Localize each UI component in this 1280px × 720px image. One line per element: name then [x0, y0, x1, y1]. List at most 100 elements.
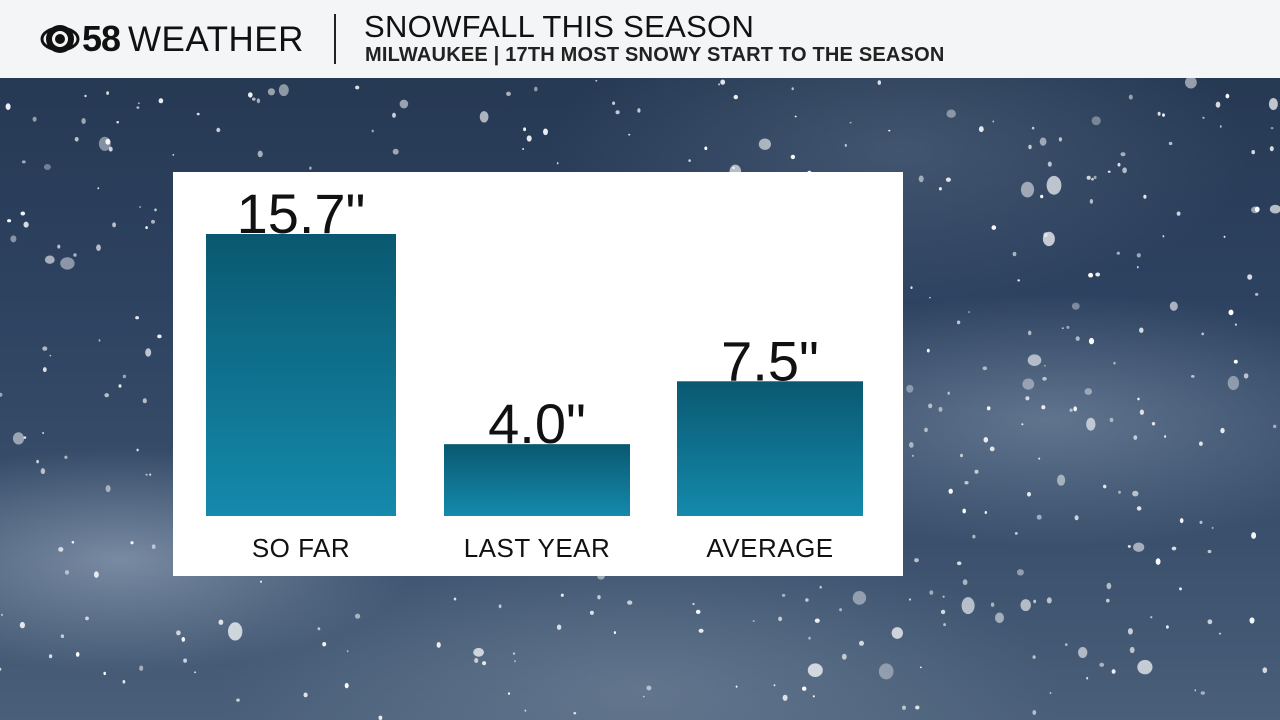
snowflake — [968, 311, 970, 313]
snowflake — [1219, 125, 1222, 128]
snowflake — [1044, 365, 1046, 367]
snowflake — [1089, 199, 1094, 204]
snowflake — [1150, 616, 1153, 619]
snowflake — [910, 286, 913, 289]
snowflake — [1207, 549, 1212, 554]
snowflake — [1176, 211, 1181, 216]
snowflake — [718, 83, 721, 86]
snowflake — [49, 354, 52, 357]
snowflake — [805, 598, 809, 602]
snowflake — [778, 616, 783, 622]
snowflake — [1215, 101, 1221, 108]
snowflake — [1211, 526, 1214, 530]
snowflake — [303, 692, 308, 698]
snowflake — [808, 636, 811, 640]
snowflake — [1233, 359, 1238, 364]
snowflake — [1270, 127, 1274, 130]
snowflake — [1137, 659, 1153, 675]
value-label-so-far: 15.7" — [237, 182, 366, 245]
snowflake — [1046, 175, 1062, 195]
snowflake — [1093, 175, 1097, 180]
snowflake — [130, 541, 134, 545]
snowflake — [1066, 325, 1070, 329]
snowflake — [790, 154, 796, 160]
snowflake — [1039, 137, 1047, 146]
snowflake — [44, 255, 55, 264]
snowflake — [947, 391, 950, 395]
snowflake — [60, 257, 75, 270]
snowflake — [23, 221, 29, 228]
snowflake — [849, 121, 852, 124]
snowflake — [1027, 492, 1031, 497]
snowflake — [1086, 175, 1091, 180]
snowflake — [1234, 323, 1237, 326]
snowflake — [946, 109, 956, 118]
snowflake — [628, 133, 631, 136]
snowflake — [1061, 327, 1064, 330]
snowflake — [924, 427, 928, 433]
snowflake — [1084, 388, 1093, 395]
snowflake — [1268, 98, 1278, 110]
snowflake — [1036, 514, 1042, 520]
snowflake — [42, 346, 48, 351]
snowflake — [1116, 251, 1120, 255]
snowflake — [698, 628, 704, 633]
snowflake — [436, 642, 441, 648]
snowflake — [473, 647, 484, 657]
snowflake — [1199, 520, 1203, 525]
snowflake — [19, 621, 25, 629]
snowflake — [1057, 474, 1066, 486]
snowflake — [1199, 441, 1203, 446]
snowflake — [1042, 376, 1047, 381]
snowflake — [248, 92, 253, 98]
snowflake — [309, 166, 312, 170]
snowflake — [938, 406, 943, 412]
snowflake — [758, 138, 772, 150]
snowflake — [1047, 161, 1052, 167]
snowflake — [989, 446, 995, 452]
snowflake — [1041, 405, 1046, 410]
chart-panel: 15.7" SO FAR 4.0" LAST YEAR 7.5" AVERAGE — [173, 172, 903, 576]
snowflake — [642, 695, 645, 698]
snowflake — [735, 685, 738, 688]
snowflake — [392, 148, 399, 155]
snowflake — [948, 488, 953, 494]
snowflake — [218, 619, 224, 625]
snowflake — [945, 177, 951, 182]
snowflake — [20, 211, 26, 216]
snowflake — [157, 334, 162, 339]
snowflake — [940, 609, 946, 615]
snowflake — [94, 571, 99, 578]
snowflake — [322, 642, 327, 647]
snowflake — [938, 187, 942, 191]
snowflake — [1220, 427, 1225, 434]
snowflake — [844, 143, 847, 147]
snowflake — [1218, 632, 1222, 635]
snowflake — [512, 652, 516, 655]
snowflake — [1046, 597, 1052, 604]
snowflake — [1185, 76, 1197, 89]
snowflake — [695, 609, 701, 615]
snowflake — [1168, 141, 1173, 146]
snowflake — [1032, 655, 1036, 659]
snowflake — [962, 579, 968, 586]
snowflake — [1273, 424, 1277, 429]
snowflake — [136, 448, 139, 452]
snowflake — [956, 561, 962, 566]
snowflake — [1127, 545, 1131, 548]
snowflake — [1099, 662, 1105, 667]
snowflake — [589, 610, 594, 615]
header-divider — [334, 14, 336, 64]
snowflake — [984, 511, 987, 514]
snowflake — [257, 150, 263, 158]
snowflake — [48, 654, 53, 659]
snowflake — [1269, 146, 1274, 152]
snowflake — [97, 187, 100, 190]
snowflake — [612, 101, 616, 105]
snowflake — [1028, 330, 1032, 336]
snowflake — [929, 590, 934, 595]
snowflake — [983, 437, 989, 443]
snowflake — [704, 146, 708, 151]
snowflake — [108, 146, 113, 152]
snowflake — [1136, 506, 1142, 511]
